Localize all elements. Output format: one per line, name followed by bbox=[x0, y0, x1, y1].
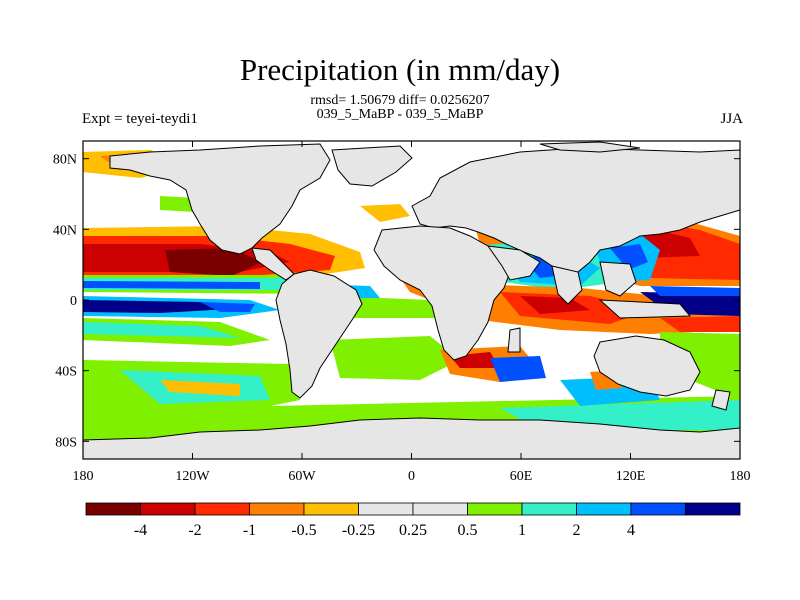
anomaly-blob-ntrop-pacific-deep bbox=[165, 248, 262, 276]
lon-tick-label-6: 180 bbox=[730, 469, 751, 484]
lat-tick-label-0: 80N bbox=[53, 153, 77, 168]
anomaly-blob-s-atlantic-green bbox=[330, 336, 460, 380]
experiment-label: Expt = teyei-teydi1 bbox=[82, 111, 198, 127]
season-label: JJA bbox=[720, 111, 743, 127]
anomaly-blob-e-indian-deep bbox=[610, 244, 648, 270]
colorbar-label-9: 4 bbox=[627, 522, 635, 539]
colorbar-label-4: -0.25 bbox=[342, 522, 375, 539]
colorbar-box-0 bbox=[85, 502, 141, 516]
land-africa bbox=[373, 225, 511, 361]
colorbar-label-8: 2 bbox=[573, 522, 581, 539]
colorbar-box-3 bbox=[249, 502, 305, 516]
colorbar-label-7: 1 bbox=[518, 522, 526, 539]
colorbar-box-9 bbox=[576, 502, 632, 516]
land-masses bbox=[83, 141, 740, 459]
colorbar-box-5 bbox=[358, 502, 414, 516]
lat-tick-label-3: 40S bbox=[55, 365, 77, 380]
land-indonesia bbox=[598, 299, 692, 319]
colorbar-box-4 bbox=[303, 502, 359, 516]
colorbar-label-2: -1 bbox=[243, 522, 256, 539]
anomaly-blob-s-indian-blue bbox=[490, 356, 546, 382]
lat-tick-label-1: 40N bbox=[53, 223, 77, 238]
lon-tick-label-0: 180 bbox=[73, 469, 94, 484]
lon-tick-label-1: 120W bbox=[175, 469, 210, 484]
anomaly-blob-w-pacific-red bbox=[660, 316, 740, 332]
colorbar-box-7 bbox=[467, 502, 523, 516]
longitude-axis: 180 120W 60W 0 60E 120E 180 bbox=[73, 141, 751, 484]
colorbar-label-6: 0.5 bbox=[458, 522, 478, 539]
anomaly-blob-south-eq-pacific-deep bbox=[83, 300, 230, 313]
colorbar-label-3: -0.5 bbox=[291, 522, 316, 539]
land-antarctica bbox=[83, 417, 740, 459]
anomaly-blob-s-pacific-orange bbox=[160, 380, 240, 396]
colorbar-label-1: -2 bbox=[188, 522, 201, 539]
anomaly-blob-eq-pacific-blue bbox=[83, 281, 260, 289]
land-se-asia bbox=[599, 261, 637, 297]
colorbar-box-6 bbox=[412, 502, 468, 516]
land-madagascar bbox=[507, 327, 521, 353]
colorbar: -4 -2 -1 -0.5 -0.25 0.25 0.5 1 2 4 bbox=[85, 502, 741, 539]
colorbar-box-8 bbox=[521, 502, 577, 516]
lat-tick-label-2: 0 bbox=[70, 294, 77, 309]
lon-tick-label-3: 0 bbox=[408, 469, 415, 484]
colorbar-box-11 bbox=[685, 502, 741, 516]
lon-tick-label-2: 60W bbox=[288, 469, 316, 484]
land-south-america bbox=[275, 269, 363, 399]
colorbar-box-10 bbox=[630, 502, 686, 516]
land-new-zealand bbox=[711, 389, 731, 411]
colorbar-label-0: -4 bbox=[134, 522, 147, 539]
land-arabia bbox=[486, 245, 541, 281]
colorbar-box-2 bbox=[194, 502, 250, 516]
anomaly-blob-n-atlantic-orange bbox=[360, 204, 410, 222]
anomaly-blob-w-pacific-blue bbox=[650, 286, 740, 296]
plot-title: Precipitation (in mm/day) bbox=[239, 52, 561, 87]
stats-block: rmsd= 1.50679 diff= 0.0256207 039_5_MaBP… bbox=[0, 94, 800, 122]
land-arctic-islands bbox=[539, 141, 641, 153]
land-india bbox=[551, 265, 583, 305]
anomaly-blob-south-eq-pacific-mid bbox=[200, 302, 255, 312]
land-greenland bbox=[331, 145, 413, 187]
anomaly-blob-eq-indian-core bbox=[520, 296, 590, 314]
map-area bbox=[83, 141, 740, 459]
lat-tick-label-4: 80S bbox=[55, 435, 77, 450]
experiments-line: 039_5_MaBP - 039_5_MaBP bbox=[316, 107, 484, 122]
colorbar-label-5: 0.25 bbox=[399, 522, 427, 539]
latitude-axis: 80N 40N 0 40S 80S bbox=[53, 153, 740, 450]
lon-tick-label-5: 120E bbox=[616, 469, 646, 484]
anomaly-blob-pacific-cyan-belt bbox=[83, 322, 240, 338]
lon-tick-label-4: 60E bbox=[510, 469, 533, 484]
land-australia bbox=[593, 335, 701, 397]
rmsd-diff-line: rmsd= 1.50679 diff= 0.0256207 bbox=[310, 93, 490, 108]
colorbar-box-1 bbox=[140, 502, 196, 516]
